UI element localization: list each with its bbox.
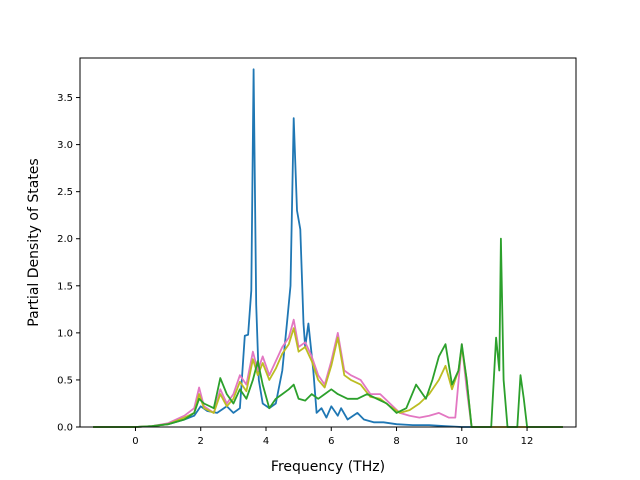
- y-tick-label: 3.5: [57, 93, 73, 104]
- y-tick-label: 3.0: [57, 140, 73, 151]
- y-axis-ticks: 0.0 0.5 1.0 1.5 2.0 2.5 3.0 3.5: [57, 93, 80, 434]
- y-axis-label: Partial Density of States: [26, 158, 42, 326]
- y-tick-label: 1.0: [57, 328, 73, 339]
- x-tick-label: 4: [263, 436, 269, 447]
- x-tick-label: 6: [328, 436, 334, 447]
- series-line-3: [93, 327, 563, 428]
- x-axis-ticks: 0 2 4 6 8 10 12: [132, 427, 533, 447]
- x-tick-label: 8: [393, 436, 399, 447]
- series-line-1: [93, 68, 563, 428]
- y-tick-label: 0.0: [57, 423, 73, 434]
- series-layer: [93, 68, 563, 428]
- x-tick-label: 2: [198, 436, 204, 447]
- x-tick-label: 10: [455, 436, 468, 447]
- x-tick-label: 12: [521, 436, 534, 447]
- plot-frame: [79, 57, 577, 428]
- x-axis-label: Frequency (THz): [271, 459, 385, 475]
- y-tick-label: 2.5: [57, 187, 73, 198]
- y-tick-label: 1.5: [57, 281, 73, 292]
- y-tick-label: 0.5: [57, 375, 73, 386]
- x-tick-label: 0: [132, 436, 138, 447]
- series-line-4: [93, 237, 563, 428]
- y-tick-label: 2.0: [57, 234, 73, 245]
